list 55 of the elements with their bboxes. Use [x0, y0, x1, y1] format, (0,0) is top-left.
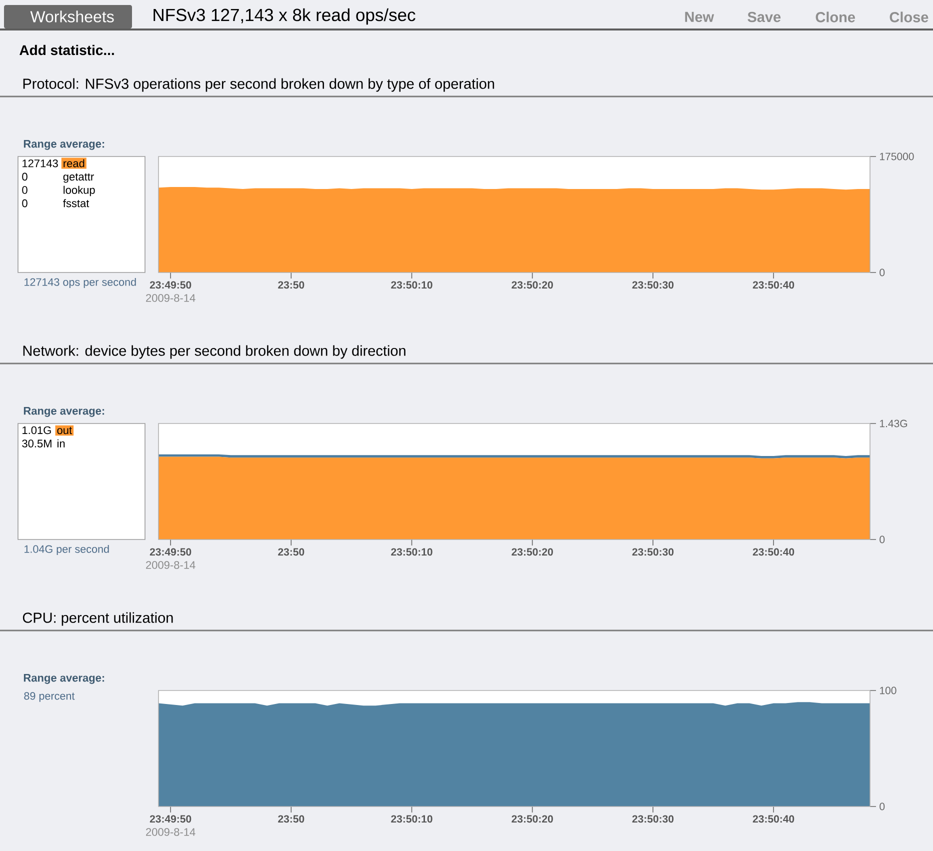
text: New: [685, 12, 714, 22]
text: 127143: [22, 159, 58, 168]
x-tick-label: 23:49:50: [150, 815, 192, 823]
y-tick-label: 0: [880, 536, 885, 544]
x-tick-label: 23:50:10: [391, 815, 432, 823]
x-tick-label: 23:50:40: [752, 548, 794, 556]
legend-title: Range average:: [24, 674, 104, 684]
x-tick-label: 23:50:10: [391, 281, 432, 289]
y-tick-label: 1.43G: [880, 420, 908, 428]
text: Close: [890, 12, 928, 22]
text: read: [64, 159, 84, 168]
x-tick-label: 23:50:20: [512, 815, 553, 823]
chart-title: CPU: percent utilization: [22, 612, 173, 626]
text: Add statistic...: [20, 44, 114, 56]
text: Clone: [816, 12, 855, 22]
x-tick-label: 23:50: [278, 281, 304, 289]
x-tick-label: 23:50:20: [512, 281, 553, 289]
y-tick-label: 100: [880, 686, 896, 694]
text: 1.01G: [22, 426, 51, 434]
x-tick-label: 23:50:30: [632, 815, 674, 823]
text: NFSv3 127,143 x 8k read ops/sec: [154, 8, 416, 25]
text: 127143 ops per second: [24, 278, 136, 288]
text: 89 percent: [24, 692, 75, 702]
text: 0: [22, 186, 28, 194]
text: lookup: [64, 186, 95, 196]
text: 2009-8-14: [146, 294, 196, 302]
text: 2009-8-14: [146, 828, 196, 836]
x-tick-label: 23:50:20: [512, 548, 553, 556]
text: 1.04G per second: [24, 544, 109, 556]
y-tick-label: 0: [880, 268, 885, 276]
text: fsstat: [63, 199, 90, 208]
text: out: [57, 426, 72, 434]
legend-title: Range average:: [24, 407, 104, 417]
text: Worksheets: [30, 10, 114, 22]
x-tick-label: 23:50:40: [752, 815, 794, 823]
x-tick-label: 23:50: [278, 815, 304, 823]
text: getattr: [63, 173, 94, 183]
text: 0: [22, 199, 28, 208]
text: Save: [748, 12, 781, 22]
x-tick-label: 23:49:50: [150, 281, 192, 289]
legend-title: Range average:: [24, 140, 104, 150]
x-tick-label: 23:49:50: [150, 548, 192, 556]
x-tick-label: 23:50:30: [632, 281, 674, 289]
y-tick-label: 175000: [880, 152, 914, 160]
text: 0: [22, 172, 28, 181]
chart-title: Protocol: NFSv3 operations per second broken down by type of operation: [23, 78, 494, 92]
chart-title: Network: device bytes per second broken down by direction: [23, 345, 406, 359]
x-tick-label: 23:50: [278, 548, 304, 556]
x-tick-label: 23:50:30: [632, 548, 674, 556]
text: in: [58, 439, 65, 448]
text: 30.5M: [22, 440, 52, 448]
x-tick-label: 23:50:40: [752, 281, 794, 289]
x-tick-label: 23:50:10: [391, 548, 432, 556]
text: 2009-8-14: [146, 561, 196, 569]
y-tick-label: 0: [880, 802, 885, 810]
